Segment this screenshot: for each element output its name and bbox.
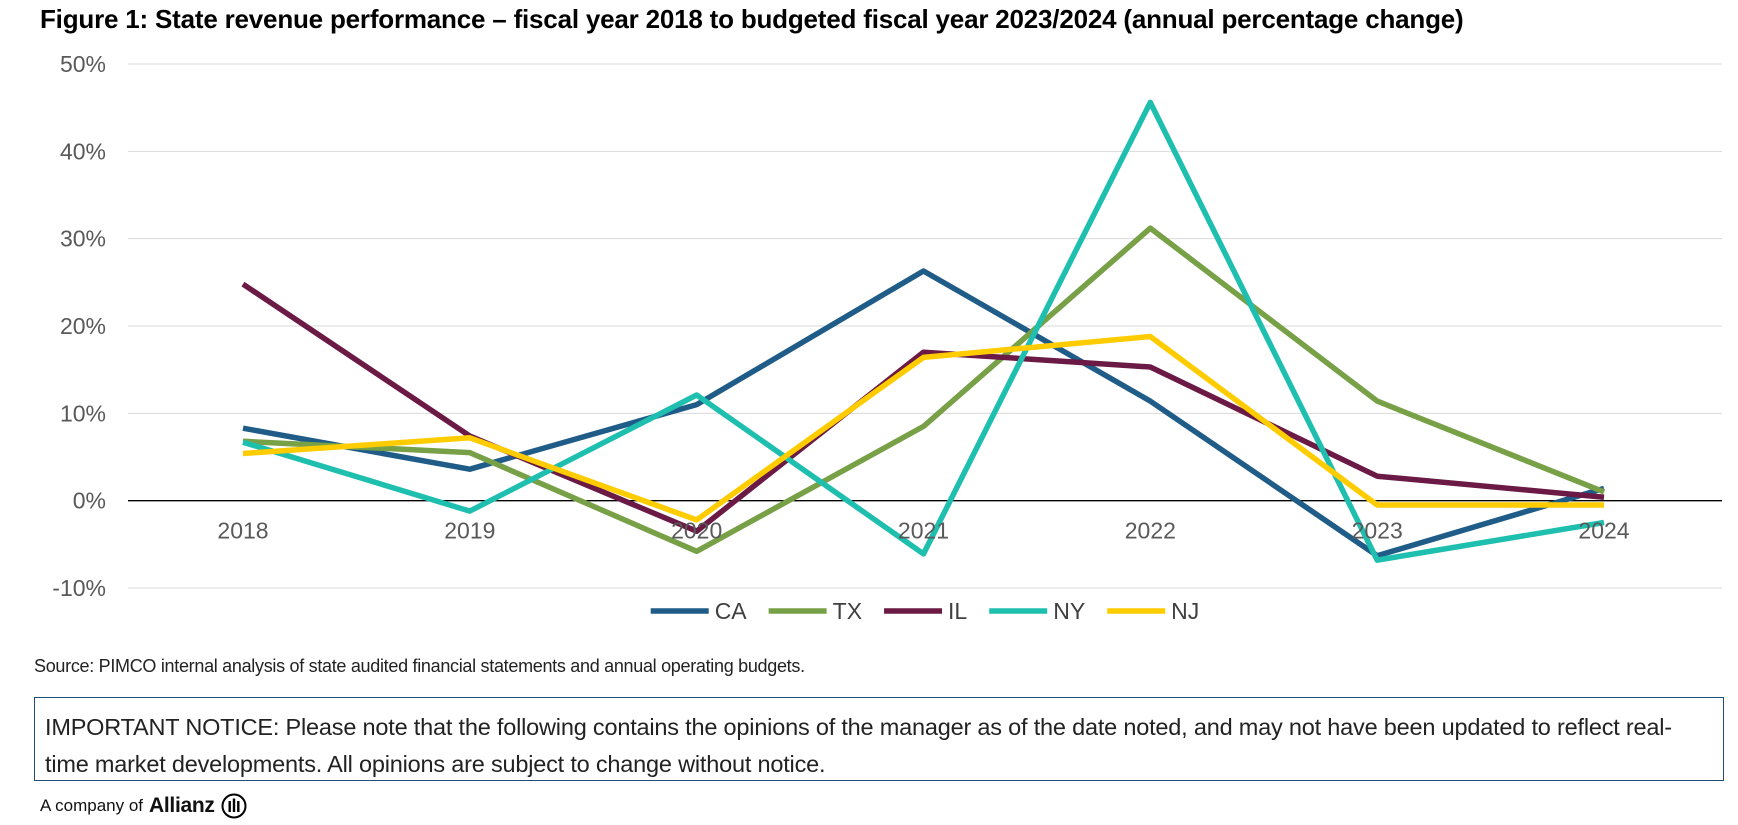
x-tick-label: 2021 [898, 518, 949, 544]
footer-branding: A company of Allianz [40, 793, 247, 819]
y-tick-label: 30% [60, 226, 106, 252]
y-tick-label: 0% [73, 488, 106, 514]
y-tick-label: 50% [60, 51, 106, 77]
series-line-ny [242, 99, 1605, 563]
source-note: Source: PIMCO internal analysis of state… [34, 656, 805, 676]
chart-title: Figure 1: State revenue performance – fi… [40, 4, 1464, 34]
x-tick-label: 2022 [1125, 518, 1176, 544]
y-tick-label: -10% [52, 575, 106, 601]
x-tick-label: 2023 [1352, 518, 1403, 544]
line-chart: -10% 0% 10% 20% 30% 40% 50% 2018 2019 2020 2021 202… [52, 51, 1722, 624]
series-line-nj [242, 333, 1604, 523]
legend-label-ny: NY [1053, 598, 1085, 624]
legend-label-nj: NJ [1171, 598, 1199, 624]
x-tick-label: 2024 [1578, 518, 1629, 544]
series-line-tx [242, 225, 1606, 555]
footer-brand: Allianz [149, 794, 215, 817]
legend-label-ca: CA [715, 598, 748, 624]
legend-label-tx: TX [833, 598, 862, 624]
y-tick-label: 40% [60, 138, 106, 164]
y-tick-label: 10% [60, 400, 106, 426]
allianz-eagle-logo-icon [221, 793, 247, 819]
important-notice: IMPORTANT NOTICE: Please note that the f… [34, 697, 1724, 781]
x-tick-label: 2020 [671, 518, 722, 544]
footer-prefix: A company of [40, 796, 144, 815]
x-tick-label: 2018 [217, 518, 268, 544]
legend-label-il: IL [948, 598, 967, 624]
y-tick-label: 20% [60, 313, 106, 339]
x-tick-label: 2019 [444, 518, 495, 544]
